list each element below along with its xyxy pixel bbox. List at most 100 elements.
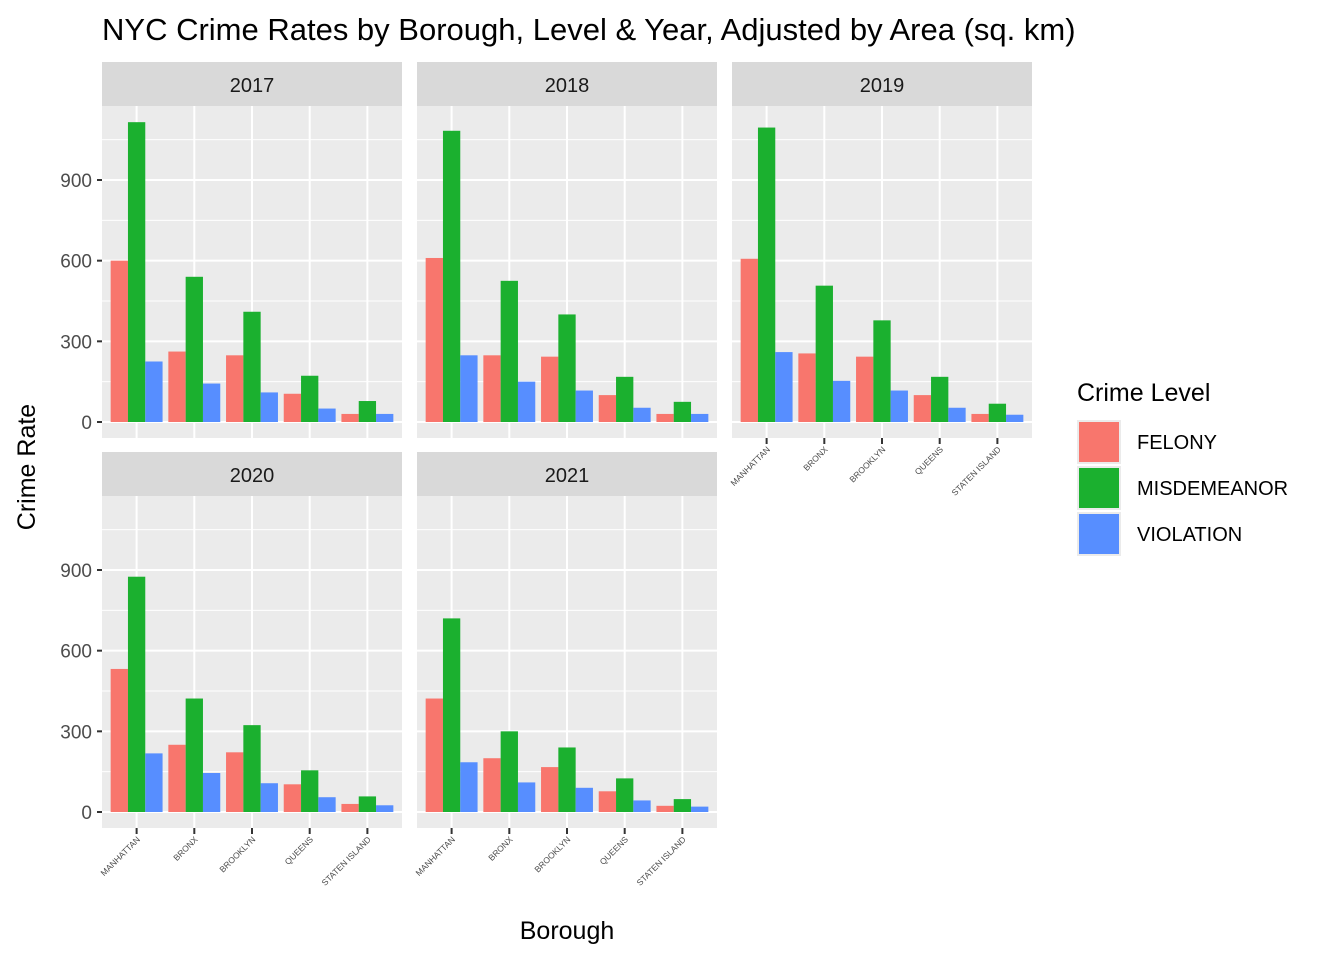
bar-2018-violation-queens xyxy=(633,407,651,422)
bar-2018-violation-brooklyn xyxy=(575,390,593,422)
bar-2019-violation-bronx xyxy=(832,380,851,422)
bar-2019-felony-bronx xyxy=(798,353,816,422)
bar-2020-felony-queens xyxy=(283,784,302,812)
legend: Crime Level FELONY MISDEMEANOR VIOLATION xyxy=(1077,379,1288,556)
facet-panels: 2017 0 300 600 900 2018 2019 MANHATTAN BRONX BROO… xyxy=(60,62,1032,888)
bar-2021-felony-manhattan xyxy=(425,698,443,812)
bar-2021-misdemeanor-staten-island xyxy=(673,799,692,812)
x-tick-label: MANHATTAN xyxy=(728,444,772,488)
x-tick-label: BRONX xyxy=(801,444,830,473)
facet-strip-label: 2017 xyxy=(230,75,275,97)
facet-panel-2019: 2019 MANHATTAN BRONX BROOKLYN QUEENS STATEN I… xyxy=(728,62,1032,498)
bar-2020-misdemeanor-brooklyn xyxy=(243,725,261,812)
facet-strip-label: 2018 xyxy=(545,75,590,97)
x-tick-label: BROOKLYN xyxy=(847,444,887,484)
bar-2019-felony-brooklyn xyxy=(856,356,874,422)
bar-2020-violation-staten-island xyxy=(376,805,394,812)
bar-2018-misdemeanor-bronx xyxy=(500,280,518,422)
bar-2020-misdemeanor-queens xyxy=(301,770,319,812)
y-tick-label: 600 xyxy=(60,642,92,663)
x-tick-label: STATEN ISLAND xyxy=(320,834,373,887)
bar-2020-felony-manhattan xyxy=(110,668,128,812)
bar-2019-felony-queens xyxy=(913,395,932,422)
x-tick-label: MANHATTAN xyxy=(413,834,457,878)
bar-2018-misdemeanor-queens xyxy=(616,376,634,422)
bar-2020-violation-brooklyn xyxy=(260,783,278,812)
facet-strip xyxy=(732,62,1032,106)
bar-2021-misdemeanor-brooklyn xyxy=(558,747,576,812)
bar-2021-felony-brooklyn xyxy=(541,767,559,812)
x-tick-label: STATEN ISLAND xyxy=(635,834,688,887)
legend-key-violation xyxy=(1079,514,1119,554)
bar-2020-felony-bronx xyxy=(168,744,186,812)
bar-2021-felony-queens xyxy=(598,791,617,812)
x-tick-label: BRONX xyxy=(171,834,200,863)
x-tick-label: QUEENS xyxy=(598,834,631,867)
facet-strip xyxy=(417,62,717,106)
bar-2020-violation-bronx xyxy=(202,773,221,812)
bar-2019-violation-staten-island xyxy=(1006,414,1024,422)
bar-2021-violation-bronx xyxy=(517,782,536,812)
x-tick-label: MANHATTAN xyxy=(98,834,142,878)
bar-2021-felony-staten-island xyxy=(656,805,674,812)
bar-2017-violation-staten-island xyxy=(376,413,394,422)
bar-2019-felony-staten-island xyxy=(971,413,989,422)
facet-strip-label: 2019 xyxy=(860,75,905,97)
y-tick-label: 300 xyxy=(60,722,92,743)
x-tick-label: BROOKLYN xyxy=(532,834,572,874)
facet-panel-2018: 2018 xyxy=(417,62,717,438)
y-tick-label: 0 xyxy=(81,803,92,824)
bar-2019-misdemeanor-bronx xyxy=(815,285,833,422)
bar-2018-violation-manhattan xyxy=(460,355,478,422)
x-axis-title: Borough xyxy=(520,917,615,945)
bar-2019-felony-manhattan xyxy=(740,258,758,422)
y-axis-title: Crime Rate xyxy=(13,404,41,530)
bar-2018-felony-brooklyn xyxy=(541,356,559,422)
bar-2021-felony-bronx xyxy=(483,758,501,812)
legend-key-felony xyxy=(1079,422,1119,462)
bar-2020-violation-manhattan xyxy=(145,753,163,812)
legend-label-misdemeanor: MISDEMEANOR xyxy=(1137,478,1288,500)
bar-2017-misdemeanor-queens xyxy=(301,375,319,422)
facet-panel-2017: 2017 0 300 600 900 xyxy=(60,62,402,438)
bar-2017-felony-staten-island xyxy=(341,413,359,422)
bar-2020-felony-staten-island xyxy=(341,803,359,812)
facet-strip-label: 2020 xyxy=(230,465,275,487)
bar-2020-misdemeanor-staten-island xyxy=(358,796,377,812)
bar-2018-misdemeanor-staten-island xyxy=(673,401,692,422)
bar-2018-felony-staten-island xyxy=(656,413,674,422)
bar-2017-felony-brooklyn xyxy=(226,355,244,422)
bar-2017-violation-queens xyxy=(318,408,336,422)
legend-label-violation: VIOLATION xyxy=(1137,524,1242,546)
bar-2017-misdemeanor-manhattan xyxy=(127,122,146,422)
bar-2018-violation-staten-island xyxy=(691,413,709,422)
y-tick-label: 900 xyxy=(60,171,92,192)
legend-label-felony: FELONY xyxy=(1137,432,1217,454)
bar-2021-violation-manhattan xyxy=(460,762,478,812)
bar-2020-misdemeanor-bronx xyxy=(185,698,203,812)
bar-2019-violation-queens xyxy=(948,407,966,422)
y-tick-label: 900 xyxy=(60,561,92,582)
bar-2018-felony-manhattan xyxy=(425,257,443,422)
y-tick-label: 0 xyxy=(81,413,92,434)
facet-strip-label: 2021 xyxy=(545,465,590,487)
bar-2017-violation-bronx xyxy=(202,383,221,422)
facet-strip xyxy=(102,452,402,496)
bar-2019-misdemeanor-brooklyn xyxy=(873,320,891,422)
bar-2019-misdemeanor-queens xyxy=(931,376,949,422)
bar-2020-violation-queens xyxy=(318,797,336,812)
bar-2017-felony-queens xyxy=(283,393,302,422)
facet-strip xyxy=(417,452,717,496)
bar-2019-violation-manhattan xyxy=(775,352,793,422)
bar-2021-misdemeanor-manhattan xyxy=(442,618,461,812)
y-tick-label: 600 xyxy=(60,252,92,273)
facet-strip xyxy=(102,62,402,106)
chart-title: NYC Crime Rates by Borough, Level & Year… xyxy=(102,12,1076,47)
bar-2021-misdemeanor-queens xyxy=(616,778,634,812)
x-tick-label: QUEENS xyxy=(283,834,316,867)
x-tick-label: BRONX xyxy=(486,834,515,863)
bar-2017-violation-manhattan xyxy=(145,361,163,422)
legend-key-misdemeanor xyxy=(1079,468,1119,508)
facet-panel-2021: 2021 MANHATTAN BRONX BROOKLYN QUEENS STATEN I… xyxy=(413,452,717,888)
